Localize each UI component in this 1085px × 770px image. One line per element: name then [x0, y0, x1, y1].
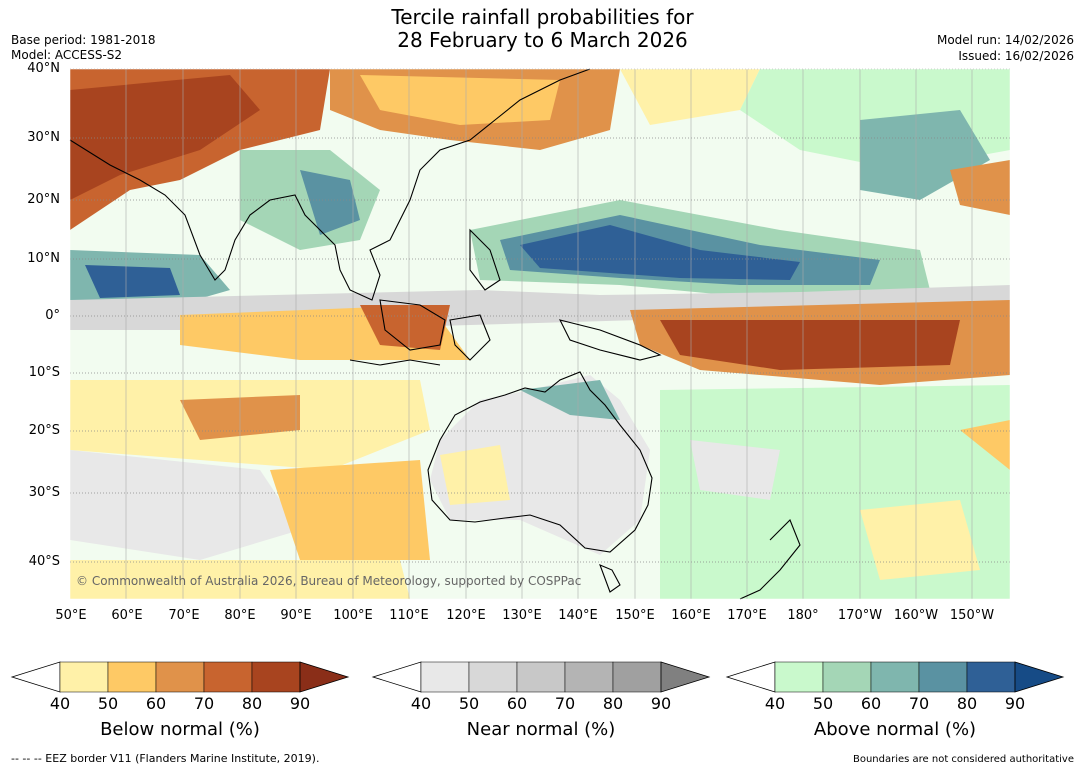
colorbar-title-above: Above normal (%) [813, 719, 977, 740]
colorbar-tick: 70 [193, 694, 215, 713]
lat-label-40n: 40°N [27, 61, 60, 76]
colorbar-tick: 50 [458, 694, 480, 713]
lat-label-10n: 10°N [27, 251, 60, 266]
colorbar-title-near: Near normal (%) [466, 719, 616, 740]
colorbar-tick: 60 [506, 694, 528, 713]
colorbar-tick: 40 [410, 694, 432, 713]
lon-label: 180° [787, 608, 819, 623]
colorbar-near [371, 661, 711, 693]
colorbar-tick: 80 [956, 694, 978, 713]
colorbar-tick: 80 [241, 694, 263, 713]
lat-label-20n: 20°N [27, 192, 60, 207]
colorbar-below [10, 661, 350, 693]
lon-label: 120°E [446, 608, 486, 623]
issued-date: Issued: 16/02/2026 [958, 49, 1074, 63]
lat-label-20s: 20°S [28, 423, 60, 438]
colorbar-title-below: Below normal (%) [100, 719, 260, 740]
lon-label: 50°E [55, 608, 87, 623]
map-title-line2: 28 February to 6 March 2026 [397, 28, 688, 52]
colorbar-tick: 60 [145, 694, 167, 713]
colorbar-tick: 90 [289, 694, 311, 713]
lat-label-0: 0° [45, 308, 60, 323]
lon-label: 170°E [727, 608, 767, 623]
lat-label-30s: 30°S [28, 485, 60, 500]
colorbar-tick: 40 [49, 694, 71, 713]
colorbar-tick: 60 [860, 694, 882, 713]
lat-label-30n: 30°N [27, 130, 60, 145]
map-field [70, 69, 1010, 599]
lon-label: 70°E [168, 608, 200, 623]
lon-label: 110°E [389, 608, 429, 623]
meridians [125, 69, 973, 599]
colorbar-tick: 70 [554, 694, 576, 713]
colorbar-tick: 50 [97, 694, 119, 713]
colorbar-tick: 40 [764, 694, 786, 713]
lon-label: 150°W [949, 608, 995, 623]
lon-label: 100°E [333, 608, 373, 623]
lon-label: 140°E [558, 608, 598, 623]
lat-label-40s: 40°S [28, 554, 60, 569]
lon-label: 90°E [280, 608, 312, 623]
model-run-date: Model run: 14/02/2026 [936, 33, 1074, 47]
coastlines [69, 68, 801, 600]
lon-label: 130°E [502, 608, 542, 623]
colorbar-tick: 90 [1004, 694, 1026, 713]
colorbar-tick: 80 [602, 694, 624, 713]
colorbar-above [725, 661, 1065, 693]
lat-label-10s: 10°S [28, 365, 60, 380]
colorbar-tick: 90 [650, 694, 672, 713]
model-name: Model: ACCESS-S2 [11, 48, 123, 62]
colorbar-tick: 70 [908, 694, 930, 713]
eez-border-note: -- -- -- EEZ border V11 (Flanders Marine… [11, 752, 320, 765]
copyright-notice: © Commonwealth of Australia 2026, Bureau… [76, 574, 582, 588]
lon-label: 60°E [111, 608, 143, 623]
lon-label: 80°E [224, 608, 256, 623]
lon-label: 170°W [837, 608, 883, 623]
lon-label: 160°E [671, 608, 711, 623]
lon-label: 150°E [615, 608, 655, 623]
map-title-line1: Tercile rainfall probabilities for [391, 5, 694, 29]
base-period: Base period: 1981-2018 [11, 33, 156, 47]
lon-label: 160°W [893, 608, 939, 623]
boundaries-disclaimer: Boundaries are not considered authoritat… [852, 754, 1074, 765]
colorbar-tick: 50 [812, 694, 834, 713]
